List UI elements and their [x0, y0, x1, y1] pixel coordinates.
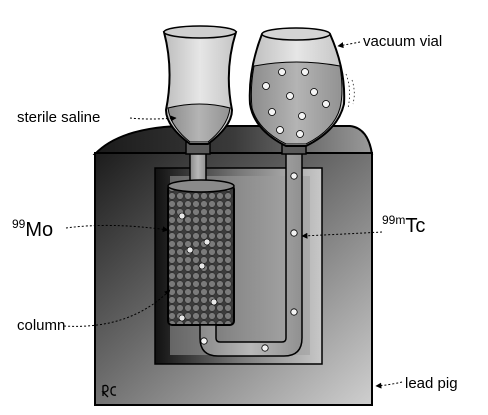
vial-bubbles: [262, 68, 330, 138]
mo-symbol: Mo: [25, 219, 53, 241]
tc-mass-number: 99m: [382, 213, 405, 227]
sterile-saline-label: sterile saline: [17, 109, 100, 126]
vacuum-vial-leader: [337, 41, 361, 49]
shield-dome-top: [92, 125, 374, 155]
column: [167, 179, 235, 326]
tc-label: 99mTc: [382, 213, 425, 237]
mo-mass-number: 99: [12, 217, 26, 231]
saline-liquid: [167, 103, 231, 143]
vacuum-vial-label: vacuum vial: [363, 33, 442, 50]
mo-label: 99Mo: [12, 217, 53, 241]
vacuum-vial-liquid: [250, 61, 343, 145]
lead-pig-leader: [375, 381, 403, 389]
saline-bottle-rim: [163, 25, 237, 39]
lead-pig-label: lead pig: [405, 375, 458, 392]
vacuum-vial-rim: [261, 27, 331, 41]
artist-signature: [101, 384, 117, 398]
column-body: [167, 184, 235, 326]
tc-symbol: Tc: [405, 215, 425, 237]
sterile-saline-leader: [129, 115, 177, 122]
leader-lines: [63, 41, 403, 389]
sterile-saline-bottle: [162, 25, 238, 145]
column-leader: [63, 289, 171, 327]
vacuum-vial: [248, 27, 355, 147]
column-highlight-dots: [178, 212, 218, 322]
mo-leader: [65, 224, 169, 233]
tc-bubbles: [200, 172, 298, 352]
tc-leader: [301, 231, 383, 239]
column-top: [167, 179, 235, 193]
column-label: column: [17, 317, 65, 334]
vacuum-shimmer: [345, 73, 355, 109]
